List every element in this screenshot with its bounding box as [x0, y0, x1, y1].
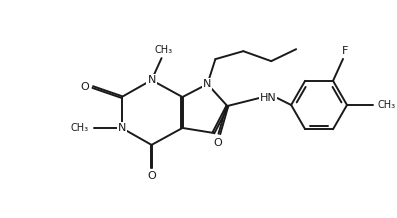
Text: N: N: [118, 123, 126, 133]
Text: CH₃: CH₃: [154, 45, 173, 55]
Text: HN: HN: [260, 93, 277, 103]
Text: O: O: [147, 171, 156, 181]
Text: CH₃: CH₃: [71, 123, 89, 133]
Text: N: N: [203, 79, 212, 89]
Text: F: F: [342, 46, 348, 56]
Text: N: N: [147, 75, 156, 85]
Text: O: O: [213, 138, 222, 148]
Text: CH₃: CH₃: [378, 100, 396, 110]
Text: O: O: [80, 82, 89, 92]
